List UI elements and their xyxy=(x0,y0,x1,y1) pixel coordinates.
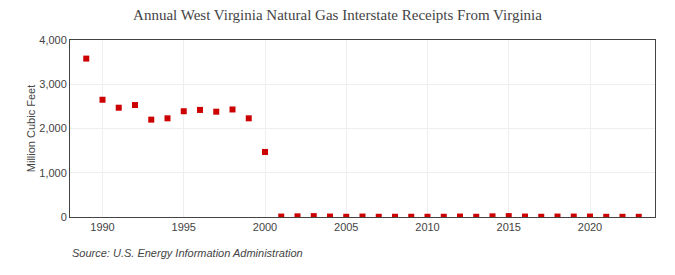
svg-text:1990: 1990 xyxy=(90,221,114,233)
svg-text:Source: U.S. Energy Informatio: Source: U.S. Energy Information Administ… xyxy=(72,247,303,259)
svg-text:Million Cubic Feet: Million Cubic Feet xyxy=(25,85,37,172)
svg-text:1995: 1995 xyxy=(172,221,196,233)
svg-text:2020: 2020 xyxy=(578,221,602,233)
svg-text:2010: 2010 xyxy=(415,221,439,233)
svg-text:3,000: 3,000 xyxy=(39,78,67,90)
svg-text:0: 0 xyxy=(61,211,67,223)
svg-text:2000: 2000 xyxy=(253,221,277,233)
svg-text:Annual West Virginia Natural G: Annual West Virginia Natural Gas Interst… xyxy=(133,7,542,23)
svg-text:2005: 2005 xyxy=(334,221,358,233)
svg-text:1,000: 1,000 xyxy=(39,167,67,179)
svg-text:2,000: 2,000 xyxy=(39,122,67,134)
svg-text:2015: 2015 xyxy=(497,221,521,233)
svg-text:4,000: 4,000 xyxy=(39,34,67,46)
